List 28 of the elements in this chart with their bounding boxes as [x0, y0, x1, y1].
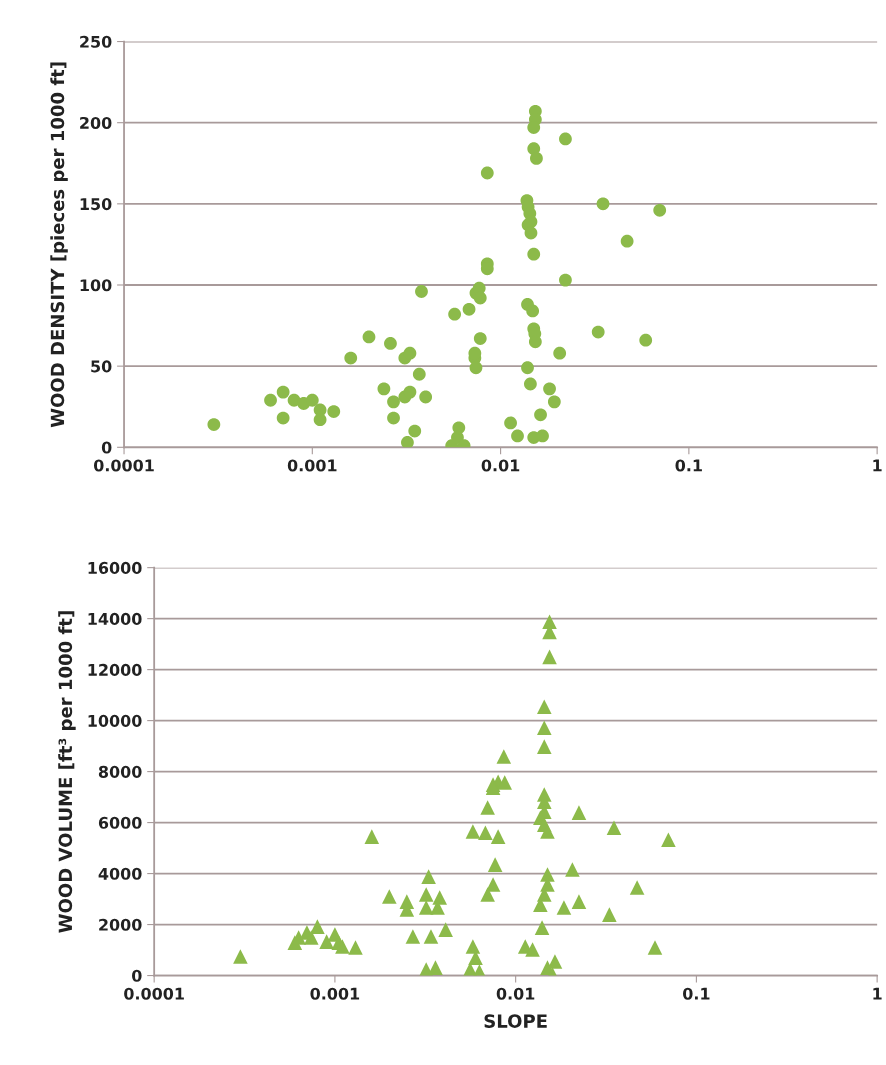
y-tick-label: 6000 [98, 816, 142, 829]
y-tick-label: 0 [101, 441, 112, 454]
y-tick-label: 100 [80, 279, 112, 292]
x-tick-label: 0.01 [481, 459, 520, 472]
y-axis-title: WOOD DENSITY [pieces per 1000 ft] [50, 62, 68, 428]
x-tick-label: 1 [873, 987, 882, 1000]
x-tick-label: 0.0001 [124, 987, 184, 1000]
y-tick-label: 200 [80, 116, 112, 129]
y-tick-label: 8000 [98, 765, 142, 778]
x-tick-label: 1 [873, 459, 882, 472]
y-tick-label: 10000 [88, 714, 142, 727]
y-tick-label: 0 [132, 969, 142, 982]
y-tick-label: 14000 [88, 612, 142, 625]
y-tick-label: 12000 [88, 663, 142, 676]
x-tick-label: 0.0001 [93, 459, 154, 472]
y-tick-label: 4000 [98, 867, 142, 880]
x-tick-label: 0.001 [287, 459, 337, 472]
x-axis-title: SLOPE [484, 1014, 547, 1028]
y-tick-label: 250 [80, 35, 112, 48]
y-tick-label: 50 [91, 360, 112, 373]
x-tick-label: 0.1 [683, 987, 710, 1000]
y-axis-title: WOOD VOLUME [ft³ per 1000 ft] [58, 611, 76, 933]
y-tick-label: 2000 [99, 918, 142, 931]
x-tick-label: 0.01 [496, 987, 535, 1000]
y-tick-label: 16000 [88, 561, 142, 574]
x-tick-label: 0.1 [675, 459, 702, 472]
y-tick-label: 150 [80, 198, 112, 211]
x-tick-label: 0.001 [310, 987, 360, 1000]
